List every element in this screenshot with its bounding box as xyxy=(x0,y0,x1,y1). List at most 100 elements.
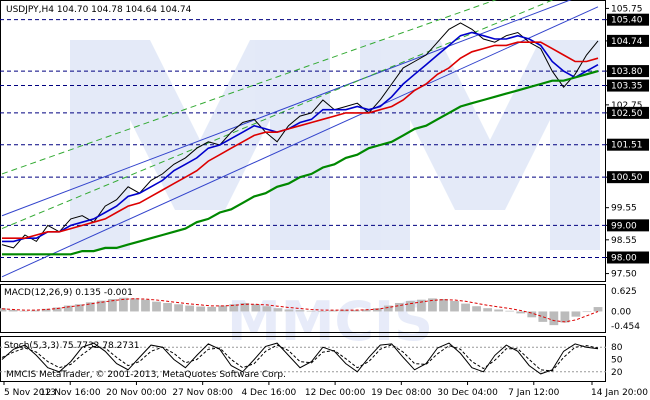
macd-bar xyxy=(0,308,7,312)
price-tick-label: 104.74 xyxy=(611,37,643,47)
price-tag-bg xyxy=(607,219,649,232)
macd-bar xyxy=(328,310,338,312)
x-tick-label: 7 Jan 12:00 xyxy=(508,388,560,398)
macd-bar xyxy=(207,306,217,312)
x-tick-label: 27 Nov 08:00 xyxy=(172,388,233,398)
price-tick-label: 97.50 xyxy=(611,270,637,280)
x-tick-label: 5 Nov 2013 xyxy=(4,388,56,398)
macd-tick-label: -0.454 xyxy=(611,322,640,332)
macd-bar xyxy=(85,302,95,312)
price-tag-bg xyxy=(607,79,649,92)
macd-bar xyxy=(107,299,117,312)
macd-bar xyxy=(30,310,40,312)
macd-bar xyxy=(174,304,183,312)
watermark-text: MMCIS xyxy=(227,290,433,353)
macd-bar xyxy=(218,305,228,312)
price-tick-label: 105.40 xyxy=(611,16,643,26)
price-tick-label: 105.75 xyxy=(611,4,643,14)
macd-bar xyxy=(461,303,470,312)
stoch-tick-label: 50 xyxy=(611,356,623,366)
price-tick-label: 98.55 xyxy=(611,236,637,246)
stoch-label: Stoch(5,3,3) 75.7732 78.2731 xyxy=(4,341,139,351)
macd-bar xyxy=(240,302,250,312)
channel-upper xyxy=(1,0,572,217)
price-tag-bg xyxy=(607,34,649,47)
macd-bar xyxy=(549,311,559,326)
price-tag-bg xyxy=(607,106,649,119)
price-line xyxy=(1,22,599,249)
price-tick-label: 98.00 xyxy=(611,254,637,264)
price-tick-label: 102.50 xyxy=(611,109,643,119)
macd-bar xyxy=(295,310,305,312)
stoch-d-line xyxy=(1,344,599,372)
stoch-tick-label: 80 xyxy=(611,343,623,353)
ma-slow-line xyxy=(2,70,599,256)
macd-bar xyxy=(273,308,283,312)
macd-bar xyxy=(383,305,393,312)
channel-lower xyxy=(1,6,599,278)
macd-bar xyxy=(262,306,272,312)
macd-bar xyxy=(593,307,603,312)
macd-bar xyxy=(8,309,18,312)
macd-bar xyxy=(516,311,526,314)
price-tick-label: 99.00 xyxy=(611,221,637,231)
macd-bar xyxy=(152,301,161,312)
macd-bar xyxy=(483,308,493,312)
macd-bar xyxy=(494,309,504,312)
macd-tick-label: 0.625 xyxy=(611,287,637,297)
channel-mid xyxy=(1,0,554,230)
macd-bar xyxy=(361,309,371,312)
macd-bar xyxy=(405,301,415,312)
price-tag-bg xyxy=(607,171,649,184)
macd-bar xyxy=(505,310,515,312)
macd-bar xyxy=(284,309,294,312)
price-tick-label: 103.80 xyxy=(611,67,643,77)
price-tag-bg xyxy=(607,13,649,26)
stoch-tick-label: 20 xyxy=(611,368,623,378)
stoch-panel[interactable] xyxy=(0,336,606,382)
macd-bar xyxy=(339,309,349,312)
price-tick-label: 103.35 xyxy=(611,82,643,92)
price-tag-bg xyxy=(607,138,649,151)
macd-bar xyxy=(130,298,139,312)
macd-bar xyxy=(141,299,150,312)
price-tick-label: 100.50 xyxy=(611,173,643,183)
macd-bar xyxy=(63,305,73,312)
macd-bar xyxy=(582,311,592,313)
ma-fast-line xyxy=(2,31,599,243)
ma-mid-line xyxy=(2,41,599,239)
macd-bar xyxy=(428,298,437,312)
x-tick-label: 19 Dec 08:00 xyxy=(371,388,432,398)
x-tick-label: 12 Nov 16:00 xyxy=(40,388,101,398)
price-tick-label: 99.55 xyxy=(611,204,637,214)
x-tick-label: 14 Jan 20:00 xyxy=(591,388,648,398)
macd-bar xyxy=(560,311,570,323)
copyright-text: MMCIS MetaTrader, © 2001-2013, MetaQuote… xyxy=(6,370,286,380)
macd-bar xyxy=(350,310,360,312)
x-tick-label: 20 Nov 00:00 xyxy=(106,388,167,398)
macd-bar xyxy=(439,299,448,312)
price-tick-label: 102.75 xyxy=(611,101,643,111)
macd-bar xyxy=(196,306,206,312)
macd-bar xyxy=(450,301,459,312)
macd-bar xyxy=(251,304,261,312)
x-tick-label: 30 Dec 04:00 xyxy=(437,388,498,398)
macd-bar xyxy=(19,310,29,312)
x-tick-label: 4 Dec 16:00 xyxy=(241,388,296,398)
macd-label: MACD(12,26,9) 0.135 -0.001 xyxy=(4,288,133,298)
macd-bar xyxy=(74,304,84,312)
macd-bar xyxy=(185,305,195,312)
macd-bar xyxy=(372,308,382,312)
macd-bar xyxy=(538,311,548,322)
macd-bar xyxy=(317,311,327,312)
macd-bar xyxy=(527,311,537,318)
macd-bar xyxy=(394,302,404,312)
macd-bar xyxy=(96,300,106,312)
chart-title: USDJPY,H4 104.70 104.78 104.64 104.74 xyxy=(6,5,192,15)
stoch-k-line xyxy=(1,342,599,375)
price-panel[interactable] xyxy=(0,0,606,282)
macd-bar xyxy=(119,297,128,312)
price-tag-bg xyxy=(607,65,649,78)
macd-bar xyxy=(41,308,51,312)
